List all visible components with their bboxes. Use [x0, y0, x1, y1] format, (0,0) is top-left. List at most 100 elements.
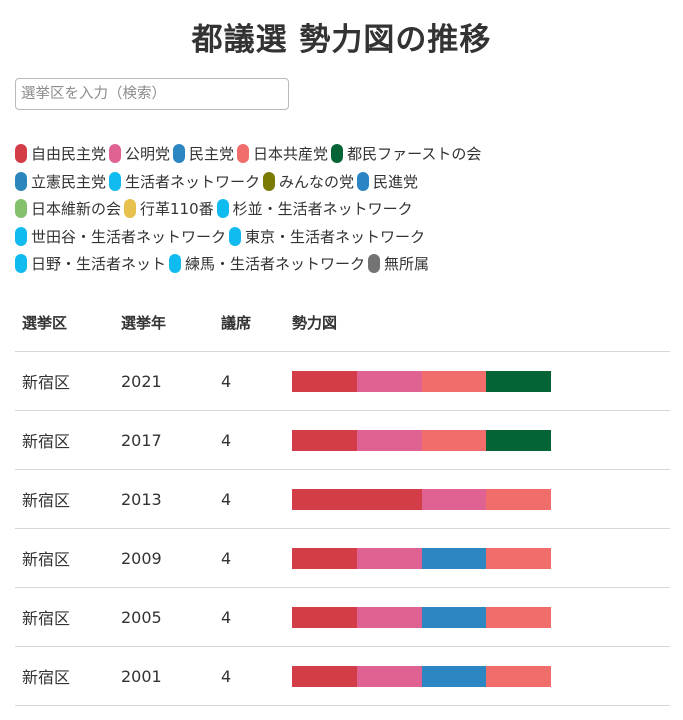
legend-swatch: [109, 144, 122, 164]
seat-segment-jimin: [292, 547, 357, 569]
seat-segment-kyosan: [486, 606, 551, 628]
year-cell: 2017: [114, 410, 214, 470]
table-row: 新宿区 2001 4: [15, 646, 670, 706]
legend-item-rikken: 立憲民主党: [15, 171, 106, 192]
legend-item-setagaya_net: 世田谷・生活者ネットワーク: [15, 226, 226, 247]
seat-segment-minshu: [421, 606, 487, 628]
legend-swatch: [124, 199, 137, 219]
seat-segment-komei: [356, 547, 422, 569]
legend-label: 日本維新の会: [31, 200, 122, 219]
seat-segment-komei: [356, 429, 422, 451]
legend-swatch: [368, 254, 381, 274]
legend-row: 日本維新の会 行革110番 杉並・生活者ネットワーク: [15, 195, 675, 223]
seat-segment-tomin: [486, 370, 551, 392]
legend-row: 立憲民主党 生活者ネットワーク みんなの党 民進党: [15, 168, 675, 196]
table-row: 新宿区 2017 4: [15, 410, 670, 470]
legend-label: 都民ファーストの会: [347, 145, 482, 164]
legend-swatch: [229, 226, 242, 246]
table-row: 新宿区 2013 4: [15, 469, 670, 529]
legend-item-tomin: 都民ファーストの会: [331, 143, 481, 164]
seat-segment-minshu: [421, 665, 487, 687]
power-chart-cell: [285, 469, 670, 529]
legend-item-gyokaku: 行革110番: [124, 198, 214, 219]
legend-label: 日野・生活者ネット: [31, 255, 167, 274]
legend-swatch: [237, 144, 250, 164]
seat-segment-kyosan: [486, 665, 551, 687]
seat-bar: [292, 606, 551, 628]
legend-label: みんなの党: [279, 172, 355, 191]
legend-label: 杉並・生活者ネットワーク: [232, 200, 413, 219]
table-row: 新宿区 2005 4: [15, 587, 670, 647]
seat-bar: [292, 488, 551, 510]
legend-item-minna: みんなの党: [263, 171, 354, 192]
district-search-input[interactable]: [15, 78, 289, 110]
district-cell: 新宿区: [15, 528, 114, 588]
table-row: 新宿区 2021 4: [15, 351, 670, 411]
power-chart-cell: [285, 646, 670, 706]
table-header-row: 選挙区 選挙年 議席 勢力図: [15, 294, 670, 352]
seat-segment-jimin: [292, 370, 357, 392]
legend-item-kyosan: 日本共産党: [237, 143, 328, 164]
legend-item-mushozoku: 無所属: [368, 253, 429, 274]
legend-swatch: [173, 144, 186, 164]
results-table: 選挙区 選挙年 議席 勢力図 新宿区 2021 4 新宿区 2017 4 新宿区 2013 4 新…: [15, 294, 670, 706]
district-cell: 新宿区: [15, 646, 114, 706]
header-district: 選挙区: [15, 294, 114, 352]
legend-item-minshin: 民進党: [357, 171, 418, 192]
legend-label: 世田谷・生活者ネットワーク: [31, 227, 227, 246]
legend-label: 自由民主党: [31, 145, 107, 164]
seat-segment-jimin: [292, 488, 357, 510]
seat-segment-komei: [356, 606, 422, 628]
year-cell: 2005: [114, 587, 214, 647]
power-chart-cell: [285, 410, 670, 470]
legend-swatch: [15, 144, 27, 164]
page-title: 都議選 勢力図の推移: [191, 22, 492, 58]
seats-cell: 4: [214, 469, 285, 529]
seats-cell: 4: [214, 646, 285, 706]
legend-label: 民主党: [189, 145, 235, 164]
legend-label: 日本共産党: [253, 145, 329, 164]
legend-item-komei: 公明党: [109, 143, 170, 164]
legend-swatch: [169, 254, 182, 274]
district-cell: 新宿区: [15, 410, 114, 470]
legend-item-nerima_net: 練馬・生活者ネットワーク: [169, 253, 365, 274]
legend-swatch: [331, 144, 344, 164]
legend-row: 自由民主党 公明党 民主党 日本共産党 都民ファーストの会: [15, 140, 675, 168]
seat-bar: [292, 665, 551, 687]
seat-bar: [292, 429, 551, 451]
legend-swatch: [15, 254, 27, 274]
legend-swatch: [15, 226, 27, 246]
legend-label: 行革110番: [140, 200, 214, 219]
table-row: 新宿区 2009 4: [15, 528, 670, 588]
legend-swatch: [263, 171, 276, 191]
seat-segment-komei: [421, 488, 487, 510]
legend-item-jimin: 自由民主党: [15, 143, 106, 164]
legend-row: 世田谷・生活者ネットワーク 東京・生活者ネットワーク: [15, 223, 675, 251]
seat-segment-jimin: [292, 429, 357, 451]
seat-segment-minshu: [421, 547, 487, 569]
seat-segment-komei: [356, 665, 422, 687]
legend-swatch: [15, 199, 27, 219]
legend-row: 日野・生活者ネット 練馬・生活者ネットワーク 無所属: [15, 250, 675, 278]
year-cell: 2001: [114, 646, 214, 706]
seat-segment-kyosan: [421, 429, 487, 451]
year-cell: 2009: [114, 528, 214, 588]
seats-cell: 4: [214, 410, 285, 470]
legend-label: 無所属: [384, 255, 430, 274]
seats-cell: 4: [214, 528, 285, 588]
seat-segment-kyosan: [421, 370, 487, 392]
legend-swatch: [216, 199, 229, 219]
seat-segment-jimin: [356, 488, 422, 510]
table-body: 新宿区 2021 4 新宿区 2017 4 新宿区 2013 4 新宿区 2009 4 新宿区 2005 4…: [15, 351, 670, 706]
legend-label: 東京・生活者ネットワーク: [245, 227, 426, 246]
legend-item-tokyo_net: 東京・生活者ネットワーク: [229, 226, 425, 247]
legend-swatch: [109, 171, 122, 191]
legend-label: 練馬・生活者ネットワーク: [185, 255, 366, 274]
legend-swatch: [15, 171, 27, 191]
legend-label: 生活者ネットワーク: [125, 172, 261, 191]
party-legend: 自由民主党 公明党 民主党 日本共産党 都民ファーストの会 立憲民主党 生活者ネットワークみ…: [15, 140, 675, 278]
legend-item-minshu: 民主党: [173, 143, 234, 164]
seat-segment-komei: [356, 370, 422, 392]
year-cell: 2013: [114, 469, 214, 529]
